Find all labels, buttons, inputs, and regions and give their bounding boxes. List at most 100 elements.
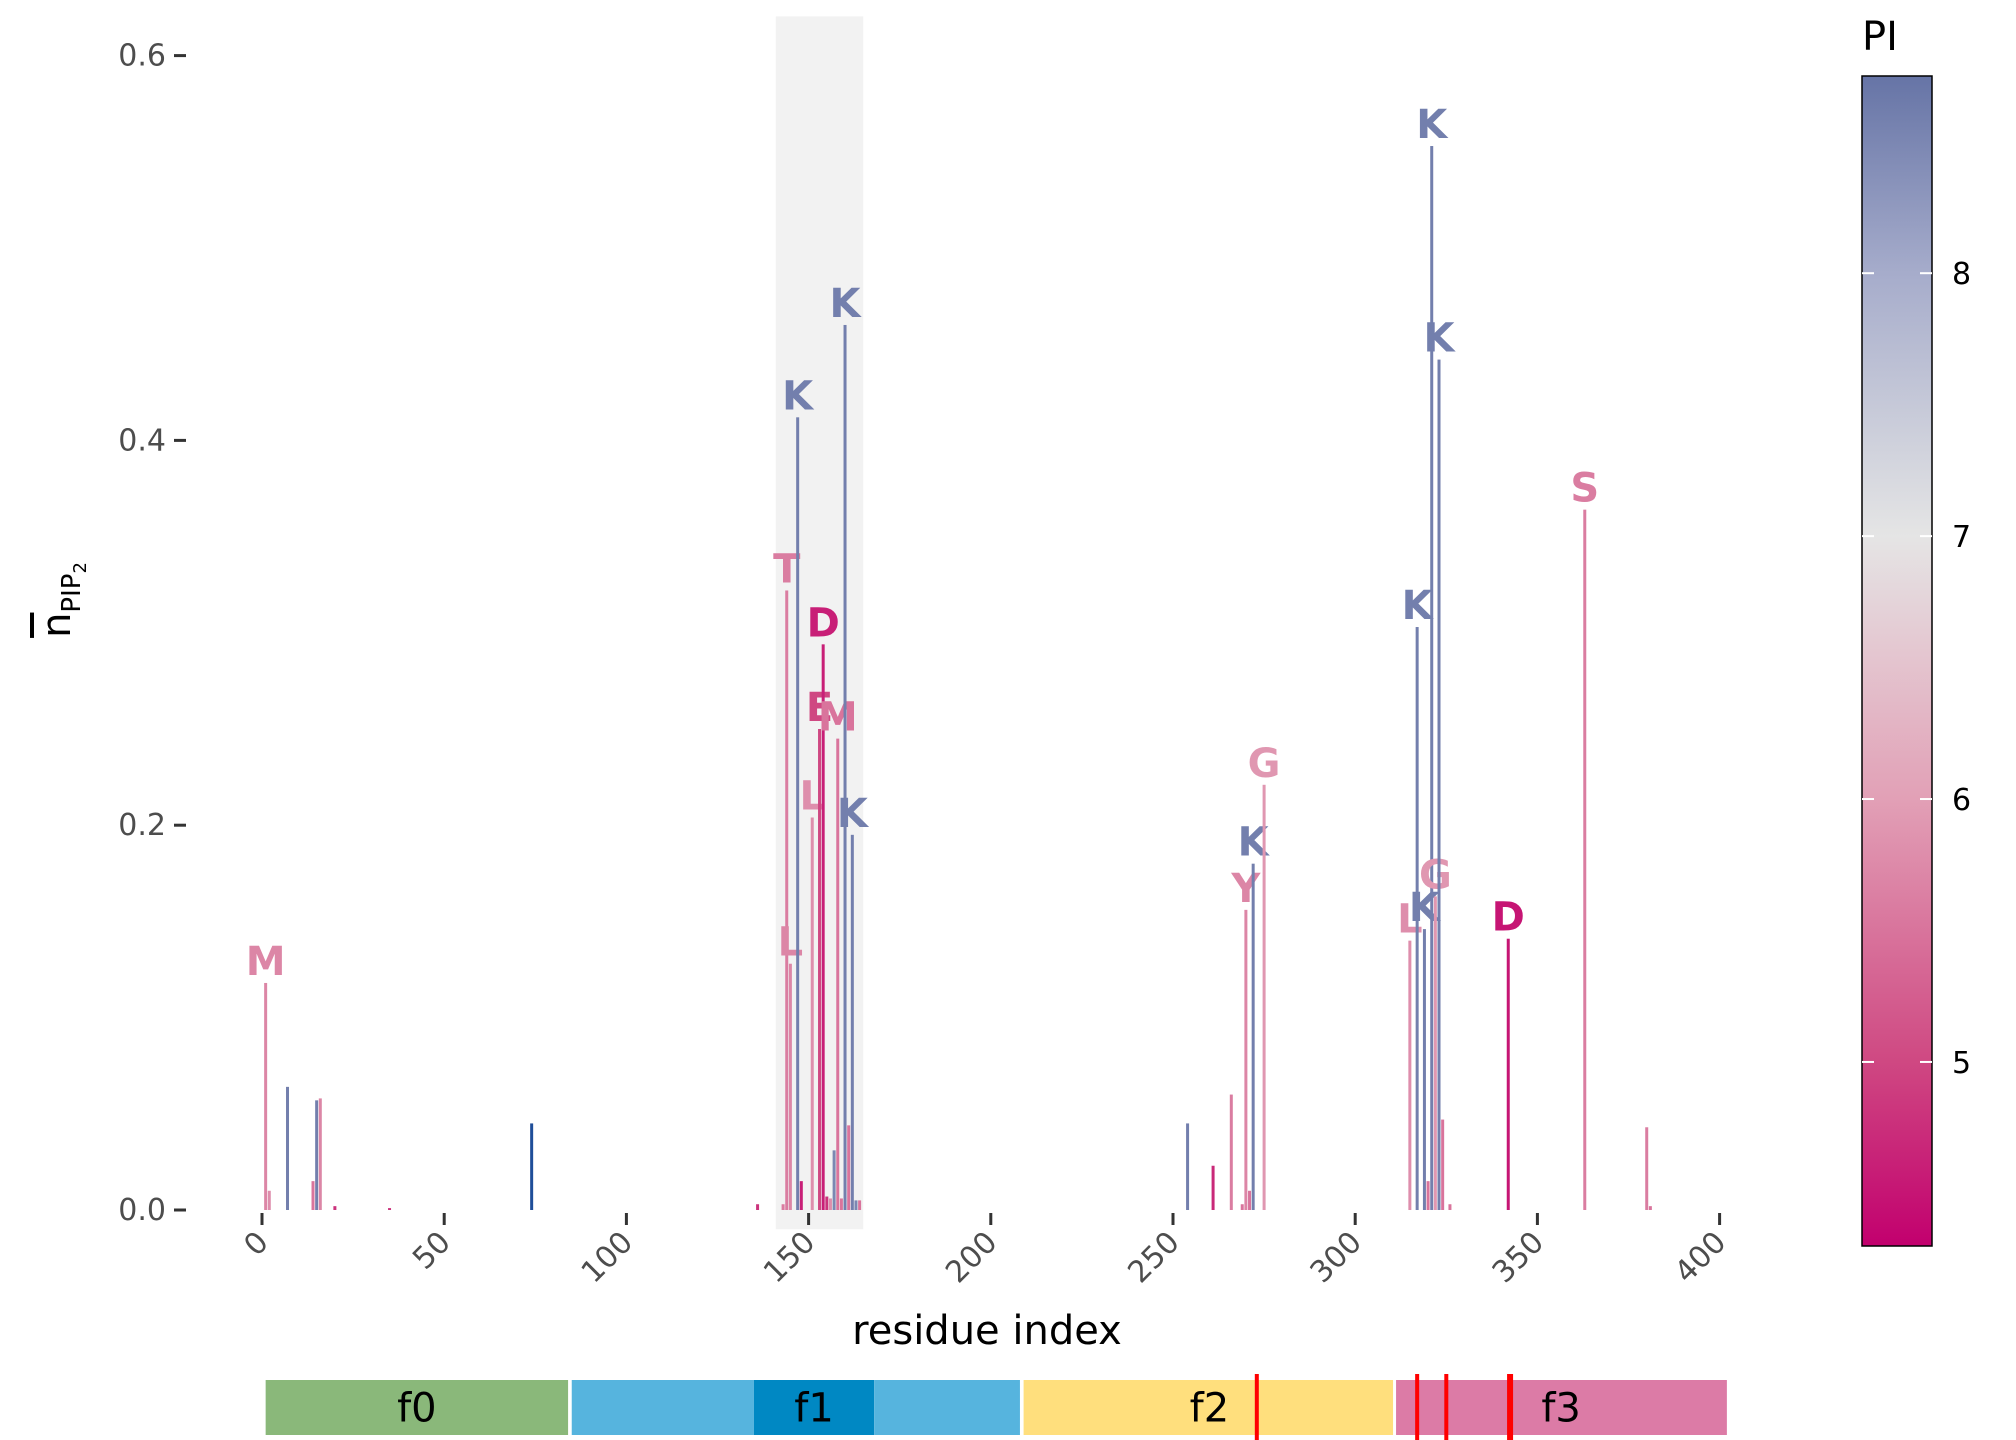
bar-label: G xyxy=(1419,852,1452,898)
bar xyxy=(1437,359,1441,1210)
bar-label: S xyxy=(1570,466,1599,512)
fragment-label: f1 xyxy=(794,1386,834,1432)
x-tick-label: 0 xyxy=(237,1225,275,1263)
bar-label: D xyxy=(1492,895,1525,941)
y-tick-label: 0.6 xyxy=(118,39,166,74)
bar xyxy=(1426,1181,1430,1210)
x-tick-label: 250 xyxy=(1121,1225,1186,1290)
fragment-segment xyxy=(1395,1380,1727,1435)
bar xyxy=(836,738,840,1210)
x-axis-title: residue index xyxy=(852,1308,1122,1354)
fragment-separator xyxy=(1393,1380,1397,1435)
bar xyxy=(1262,784,1266,1210)
bar xyxy=(756,1204,760,1210)
bar xyxy=(1583,509,1587,1210)
bar-label: K xyxy=(1238,820,1271,866)
fragment-separator xyxy=(568,1380,572,1435)
bar xyxy=(799,1181,803,1210)
bar xyxy=(839,1198,843,1210)
fragment-label: f3 xyxy=(1541,1386,1581,1432)
bar xyxy=(1506,938,1510,1210)
bar-label: K xyxy=(830,281,863,327)
bar xyxy=(315,1100,319,1210)
colorbar-tick-label: 6 xyxy=(1952,783,1971,818)
fragment-bar: f0 f1 f2 f3 xyxy=(265,1374,1727,1440)
x-tick-label: 50 xyxy=(406,1225,458,1277)
fragment-marker xyxy=(1507,1374,1514,1440)
fragment-label: f0 xyxy=(397,1386,437,1432)
x-tick-label: 150 xyxy=(757,1225,822,1290)
bar xyxy=(788,963,792,1210)
bar xyxy=(821,644,825,1210)
bar-label: K xyxy=(837,791,870,837)
bar xyxy=(850,834,854,1210)
bar-label: K xyxy=(1402,583,1435,629)
x-tick-label: 200 xyxy=(939,1225,1004,1290)
bar xyxy=(1433,896,1437,1210)
y-axis-title-subsub: 2 xyxy=(70,562,91,573)
colorbar: PI 5 6 7 8 xyxy=(1861,14,1971,1247)
bar xyxy=(818,729,822,1210)
bar xyxy=(1186,1123,1190,1210)
y-tick-label: 0.0 xyxy=(118,1193,166,1228)
svg-text:nPIP2: nPIP2 xyxy=(34,562,91,638)
bar xyxy=(1229,1094,1233,1210)
bar-label: M xyxy=(818,695,858,741)
bar xyxy=(1240,1204,1244,1210)
bar xyxy=(1422,929,1426,1210)
fragment-segment xyxy=(753,1380,875,1435)
bar xyxy=(311,1181,315,1210)
bar xyxy=(267,1190,271,1210)
fragment-label: f2 xyxy=(1190,1386,1230,1432)
y-axis-title-sub: PIP xyxy=(57,574,87,613)
fragment-marker xyxy=(1254,1374,1259,1440)
fragment-separator xyxy=(1020,1380,1024,1435)
bar-label: E xyxy=(806,685,833,731)
bar xyxy=(828,1198,832,1210)
bar-label: K xyxy=(1424,316,1457,362)
colorbar-tick-label: 8 xyxy=(1952,257,1971,292)
colorbar-title: PI xyxy=(1862,14,1898,60)
bar-label: L xyxy=(778,920,804,966)
bar xyxy=(388,1208,392,1210)
plot-area: 0.00.20.40.60 50 100 150 200 250 300 350 400MTLK… xyxy=(118,16,1733,1290)
fragment-marker xyxy=(1415,1374,1420,1440)
bar xyxy=(530,1123,534,1210)
bar xyxy=(1251,863,1255,1210)
bar xyxy=(843,324,847,1211)
bar xyxy=(832,1150,836,1210)
bar xyxy=(1441,1119,1445,1210)
bar xyxy=(825,1196,829,1210)
bar-label: K xyxy=(782,373,815,419)
bar xyxy=(264,982,268,1210)
bar xyxy=(1248,1190,1252,1210)
bar-label: Y xyxy=(1230,866,1261,912)
fragment-marker xyxy=(1444,1374,1449,1440)
bar xyxy=(796,417,800,1210)
x-tick-label: 400 xyxy=(1668,1225,1733,1290)
fragment-segment xyxy=(874,1380,1020,1435)
x-tick-label: 300 xyxy=(1304,1225,1369,1290)
bar-label: M xyxy=(246,939,286,985)
fragment-segment xyxy=(571,1380,754,1435)
y-axis-title: nPIP2 xyxy=(34,562,91,638)
bar xyxy=(1244,909,1248,1210)
bar-label: G xyxy=(1248,741,1281,787)
colorbar-tick-label: 5 xyxy=(1952,1046,1971,1081)
y-axis-title-main: n xyxy=(34,613,80,638)
y-tick-label: 0.4 xyxy=(118,423,166,458)
bar xyxy=(1430,146,1434,1211)
bar xyxy=(1645,1127,1649,1210)
bar xyxy=(785,590,789,1210)
bar xyxy=(318,1098,322,1210)
bar xyxy=(858,1200,862,1210)
bar xyxy=(1648,1206,1652,1210)
bar xyxy=(1415,627,1419,1210)
bar xyxy=(1408,940,1412,1210)
x-tick-label: 100 xyxy=(575,1225,640,1290)
bar-label: K xyxy=(1416,102,1449,148)
bar xyxy=(810,817,814,1210)
x-tick-label: 350 xyxy=(1486,1225,1551,1290)
bar xyxy=(854,1200,858,1210)
